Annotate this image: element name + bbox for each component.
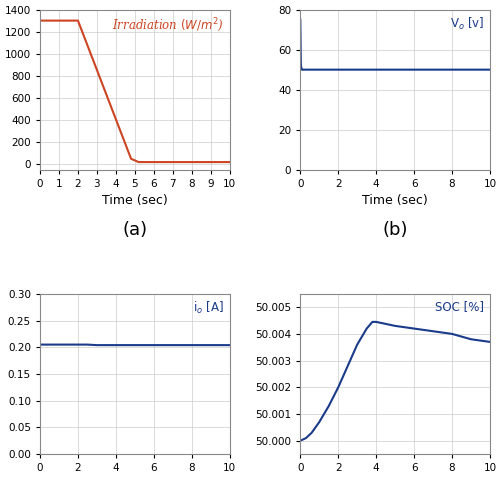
Text: Irradiation $(W/m^{2}$): Irradiation $(W/m^{2}$) — [112, 16, 224, 33]
X-axis label: Time (sec): Time (sec) — [362, 195, 428, 207]
Text: V$_o$ [v]: V$_o$ [v] — [450, 16, 484, 32]
Text: SOC [%]: SOC [%] — [436, 300, 484, 313]
Text: (b): (b) — [382, 221, 408, 239]
X-axis label: Time (sec): Time (sec) — [102, 195, 168, 207]
Text: i$_o$ [A]: i$_o$ [A] — [194, 300, 224, 316]
Text: (a): (a) — [122, 221, 148, 239]
